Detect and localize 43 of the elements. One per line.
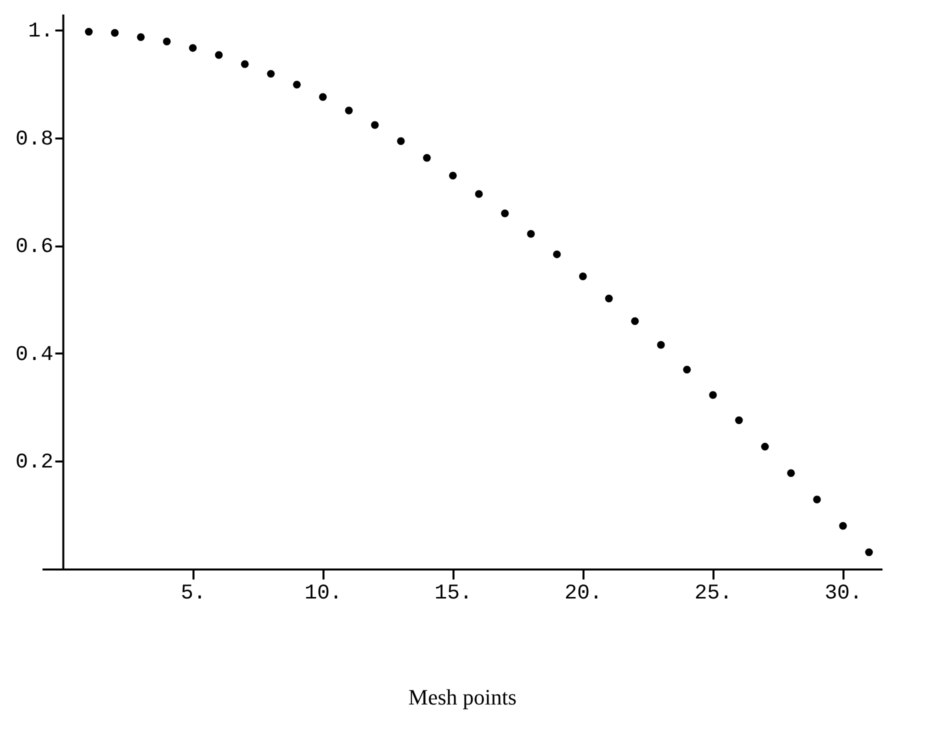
- y-tick-label: 0.2: [15, 452, 54, 475]
- point: [397, 137, 405, 146]
- point: [136, 33, 145, 42]
- x-tick-label: 30.: [824, 582, 862, 606]
- point: [553, 250, 561, 258]
- y-tick-label: 0.4: [15, 344, 54, 367]
- point: [449, 172, 457, 180]
- point: [813, 496, 821, 504]
- point: [501, 210, 509, 218]
- point: [839, 522, 847, 530]
- point: [240, 60, 249, 68]
- point: [110, 28, 119, 37]
- y-tick-label: 1.: [28, 20, 54, 44]
- x-tick-label: 10.: [304, 582, 342, 606]
- x-tick-label: 20.: [564, 582, 602, 606]
- point: [865, 548, 873, 556]
- x-tick-label: 25.: [694, 582, 732, 606]
- point: [631, 317, 639, 325]
- point: [188, 44, 197, 52]
- y-tick-label: 0.8: [15, 128, 54, 152]
- point: [266, 70, 275, 78]
- point: [735, 416, 743, 424]
- point: [214, 51, 223, 59]
- x-tick-label: 15.: [434, 582, 472, 606]
- point: [787, 469, 795, 477]
- point: [605, 294, 613, 302]
- point: [423, 154, 431, 162]
- point: [162, 38, 171, 46]
- point: [371, 121, 379, 129]
- point: [683, 366, 691, 374]
- point: [292, 80, 301, 88]
- point: [579, 272, 587, 280]
- point: [657, 340, 665, 349]
- y-tick-label: 0.6: [15, 236, 54, 260]
- point: [475, 190, 483, 198]
- point: [318, 93, 327, 101]
- point: [709, 391, 717, 399]
- point: [84, 28, 93, 36]
- point: [527, 230, 535, 238]
- point: [345, 106, 353, 114]
- point: [761, 442, 769, 451]
- x-axis-title: Mesh points: [408, 684, 517, 710]
- x-tick-label: 5.: [180, 582, 206, 606]
